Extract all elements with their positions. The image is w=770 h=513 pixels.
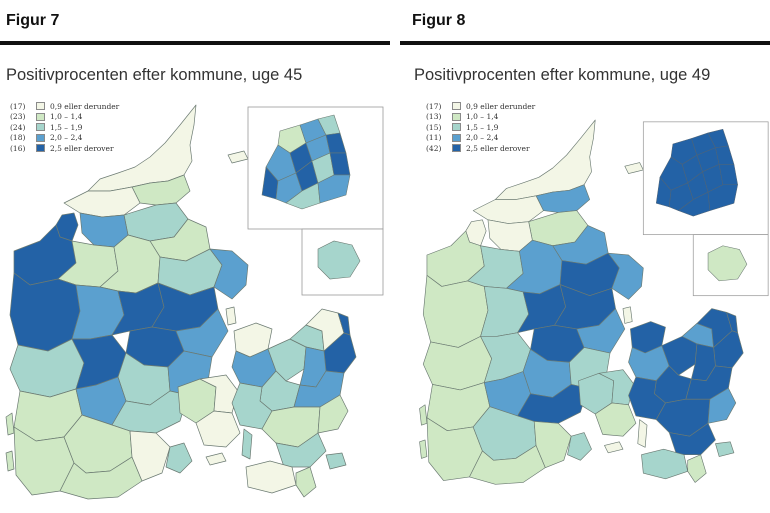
- legend-count: (17): [10, 101, 26, 111]
- map-region-romo: [5, 450, 15, 472]
- inset-region-14: [317, 174, 351, 204]
- map-region-thy: [63, 186, 141, 218]
- legend-count: (17): [426, 101, 442, 111]
- legend-row: (42) 2,5 eller derover: [426, 143, 535, 154]
- map-region-falster: [295, 466, 317, 498]
- map-region-vendsyssel: [131, 174, 191, 206]
- figure-8-panel: Figur 8 Positivprocenten efter kommune, …: [400, 0, 770, 513]
- map-region-funen-south: [594, 402, 637, 437]
- map-region-lolland: [641, 448, 689, 480]
- legend-count: (11): [426, 133, 442, 143]
- legend-range: 1,5 – 1,9: [466, 122, 499, 132]
- map-region-samso: [225, 306, 237, 326]
- legend-swatch: [452, 123, 461, 132]
- map-region-funen-south: [195, 410, 241, 448]
- map-region-falster: [687, 454, 707, 483]
- denmark-map-uge-49: [419, 119, 769, 485]
- map-region-bornholm: [707, 245, 748, 282]
- inset-bornholm-frame: [301, 228, 384, 296]
- figure-8-legend: (17) 0,9 eller derunder (13) 1,0 – 1,4 (…: [426, 101, 535, 154]
- map-region-fano: [419, 404, 428, 426]
- figure-7-legend: (17) 0,9 eller derunder (23) 1,0 – 1,4 (…: [10, 101, 119, 154]
- map-region-stevns: [707, 387, 737, 424]
- legend-range: 2,5 eller derover: [466, 143, 530, 153]
- legend-count: (18): [10, 133, 26, 143]
- legend-row: (13) 1,0 – 1,4: [426, 112, 535, 123]
- map-region-fano: [5, 412, 15, 436]
- legend-count: (13): [426, 112, 442, 122]
- map-region-djursland: [209, 248, 249, 300]
- legend-swatch: [36, 112, 45, 121]
- legend-row: (24) 1,5 – 1,9: [10, 122, 119, 133]
- legend-row: (17) 0,9 eller derunder: [10, 101, 119, 112]
- legend-range: 2,5 eller derover: [50, 143, 114, 153]
- legend-row: (11) 2,0 – 2,4: [426, 133, 535, 144]
- legend-swatch: [36, 133, 45, 142]
- map-region-als: [567, 432, 592, 461]
- legend-count: (42): [426, 143, 442, 153]
- inset-copenhagen-frame: [247, 106, 384, 230]
- map-region-ringkobing: [422, 275, 489, 348]
- legend-range: 1,0 – 1,4: [50, 112, 83, 122]
- legend-range: 1,5 – 1,9: [50, 122, 83, 132]
- figure-7-panel: Figur 7 Positivprocenten efter kommune, …: [0, 12, 390, 500]
- map-region-laeso: [227, 150, 249, 164]
- figure-7-rule: [0, 41, 390, 45]
- figure-7-label: Figur 7: [6, 12, 60, 29]
- map-region-als: [165, 442, 193, 474]
- legend-swatch: [452, 112, 461, 121]
- legend-count: (23): [10, 112, 26, 122]
- legend-swatch: [452, 144, 461, 153]
- legend-swatch: [452, 133, 461, 142]
- inset-region-14: [707, 184, 738, 211]
- legend-swatch: [36, 102, 45, 111]
- map-region-lolland: [245, 460, 297, 494]
- map-region-thy: [472, 195, 544, 224]
- figure-7-title: Positivprocenten efter kommune, uge 45: [6, 66, 303, 84]
- map-region-romo: [419, 439, 428, 459]
- legend-row: (15) 1,5 – 1,9: [426, 122, 535, 133]
- legend-range: 2,0 – 2,4: [50, 133, 83, 143]
- legend-range: 0,9 eller derunder: [466, 101, 536, 111]
- legend-swatch: [36, 144, 45, 153]
- map-region-aero: [604, 441, 624, 454]
- figure-8-title: Positivprocenten efter kommune, uge 49: [414, 66, 711, 84]
- legend-swatch: [36, 123, 45, 132]
- legend-range: 1,0 – 1,4: [466, 112, 499, 122]
- map-region-ringkobing: [9, 272, 81, 352]
- legend-count: (24): [10, 122, 26, 132]
- legend-row: (18) 2,0 – 2,4: [10, 133, 119, 144]
- map-region-mon: [715, 441, 735, 457]
- inset-bornholm-frame: [692, 234, 769, 297]
- map-region-langeland: [241, 428, 253, 460]
- map-region-aero: [205, 452, 227, 466]
- figure-8-label: Figur 8: [412, 12, 466, 29]
- legend-row: (23) 1,0 – 1,4: [10, 112, 119, 123]
- map-region-djursland: [607, 252, 644, 300]
- legend-row: (16) 2,5 eller derover: [10, 143, 119, 154]
- map-region-bornholm: [317, 240, 361, 280]
- legend-range: 2,0 – 2,4: [466, 133, 499, 143]
- inset-copenhagen-frame: [642, 121, 769, 236]
- map-region-samso: [622, 306, 633, 324]
- legend-count: (15): [426, 122, 442, 132]
- map-region-langeland: [637, 419, 648, 448]
- map-region-sonderborg: [129, 430, 171, 482]
- map-region-laeso: [624, 162, 644, 174]
- figure-8-rule: [400, 41, 770, 45]
- denmark-map-uge-45: [5, 104, 384, 500]
- legend-range: 0,9 eller derunder: [50, 101, 120, 111]
- legend-row: (17) 0,9 eller derunder: [426, 101, 535, 112]
- map-region-stevns: [317, 394, 349, 434]
- map-region-sonderborg: [533, 421, 572, 468]
- map-region-vendsyssel: [535, 184, 591, 213]
- map-region-mon: [325, 452, 347, 470]
- legend-count: (16): [10, 143, 26, 153]
- legend-swatch: [452, 102, 461, 111]
